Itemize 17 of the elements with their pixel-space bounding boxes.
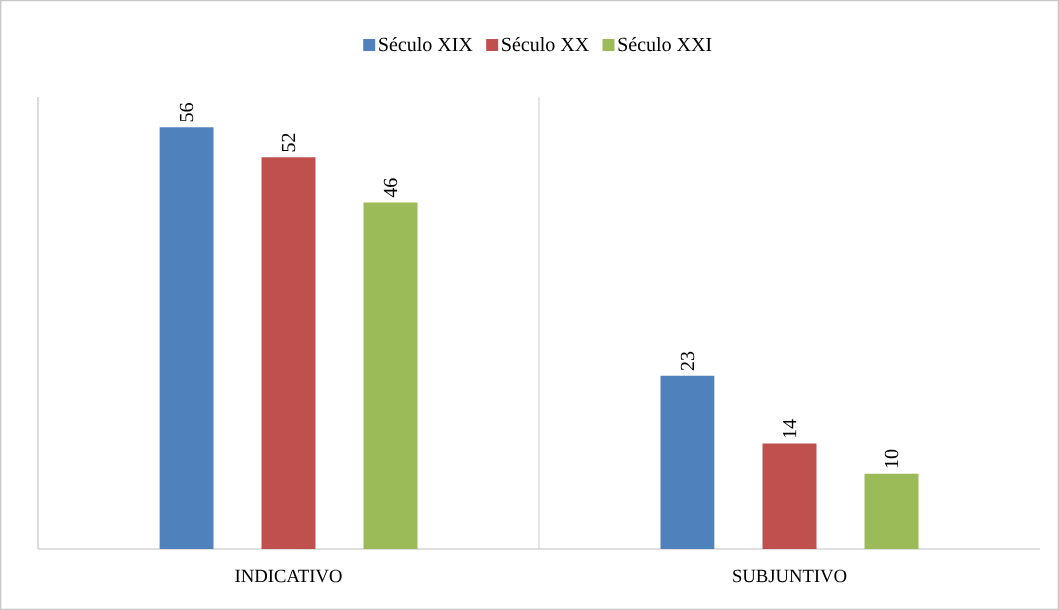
data-label: 23 bbox=[680, 351, 695, 371]
bar bbox=[261, 157, 316, 549]
data-label: 14 bbox=[782, 419, 797, 438]
bar bbox=[864, 473, 919, 549]
legend-label: Século XIX bbox=[379, 37, 473, 52]
data-label: 46 bbox=[383, 178, 398, 198]
data-label: 10 bbox=[884, 449, 899, 468]
bar bbox=[660, 375, 715, 549]
legend-label: Século XX bbox=[502, 37, 589, 52]
data-label: 52 bbox=[281, 133, 296, 152]
x-tick-label: SUBJUNTIVO bbox=[733, 569, 847, 583]
legend-label: Século XXI bbox=[618, 37, 712, 52]
bar bbox=[363, 202, 418, 549]
data-label: 56 bbox=[179, 103, 194, 122]
bar bbox=[159, 127, 214, 549]
x-tick-label: INDICATIVO bbox=[235, 569, 342, 583]
bar bbox=[762, 443, 817, 549]
